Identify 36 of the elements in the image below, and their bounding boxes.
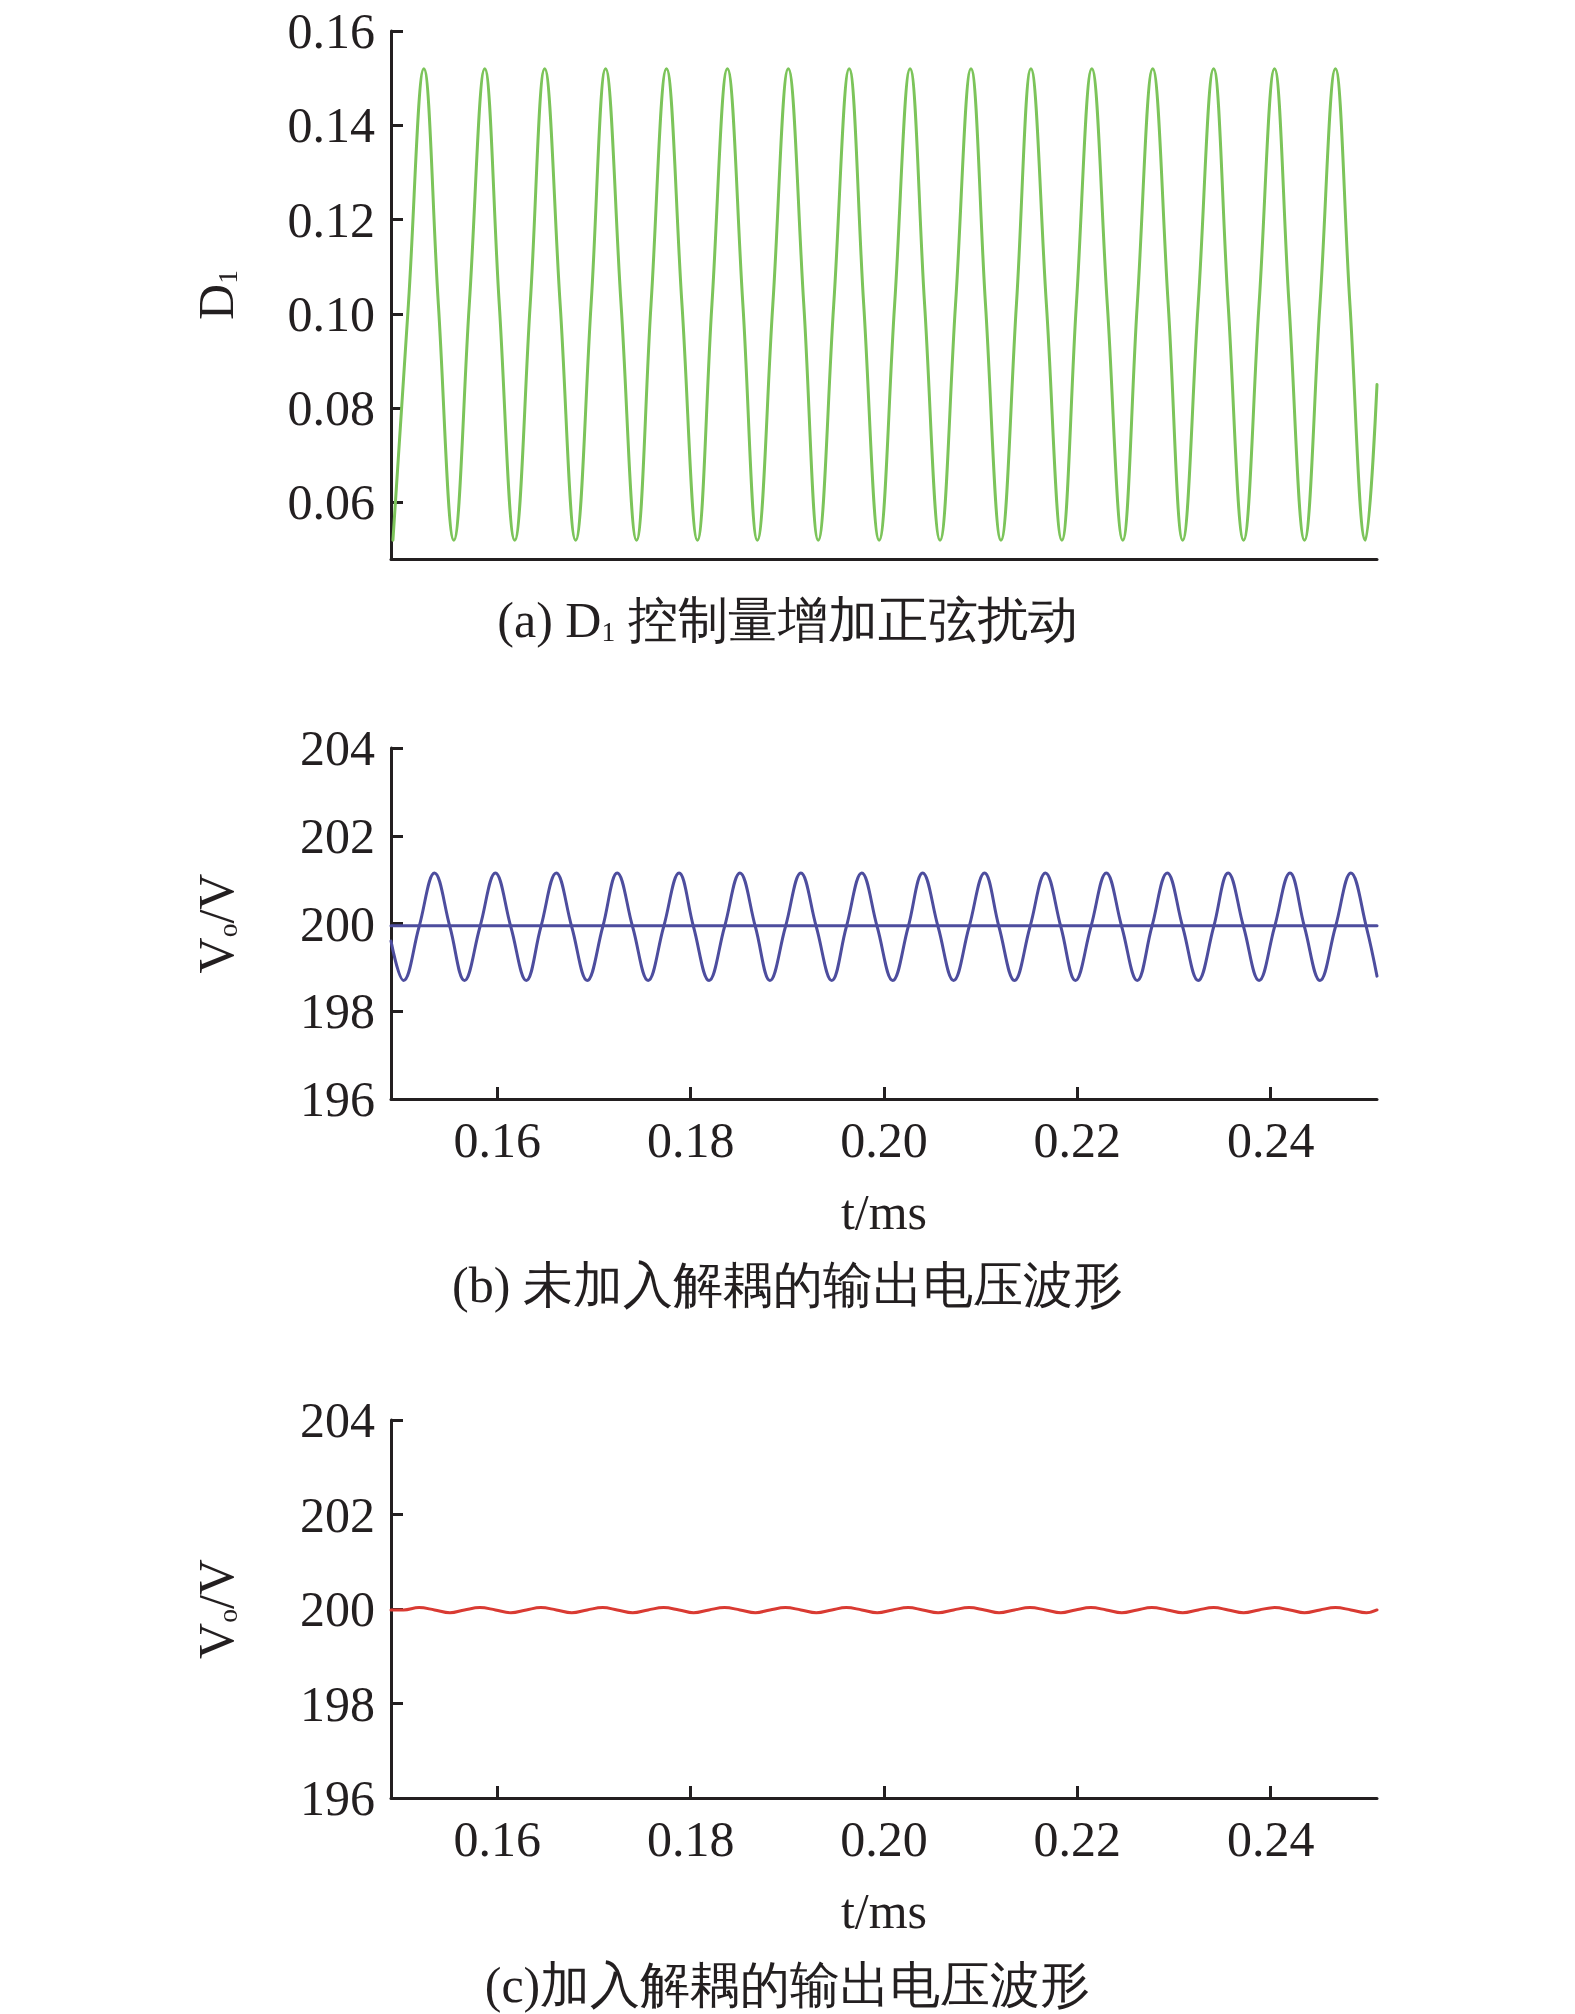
y-tick-label: 198 [300, 1675, 375, 1732]
x-tick-label: 0.22 [1033, 1811, 1122, 1867]
x-tick-label: 0.24 [1226, 1112, 1315, 1168]
line-series [389, 871, 1379, 983]
y-tick-label: 0.08 [287, 380, 375, 437]
y-tick-label: 198 [300, 983, 375, 1040]
text: (a) D1 控制量增加正弦扰动 [497, 592, 1078, 649]
x-tick-label: 0.18 [646, 1112, 735, 1168]
y-tick-label: 204 [300, 1392, 375, 1448]
x-tick-label: 0.24 [1226, 1811, 1315, 1867]
y-tick-label: 0.06 [287, 474, 375, 531]
y-tick-label: 202 [300, 807, 375, 864]
y-tick-label: 0.14 [287, 97, 375, 154]
text: (b) 未加入解耦的输出电压波形 [452, 1257, 1123, 1313]
y-tick-label: 204 [300, 720, 375, 776]
y-tick-label: 196 [300, 1071, 375, 1127]
x-axis-title: t/ms [840, 1883, 928, 1939]
y-axis-title: D1 [187, 270, 244, 320]
x-tick-label: 0.16 [453, 1811, 542, 1867]
y-tick-label: 202 [300, 1486, 375, 1543]
y-axis-title: Vo/V [187, 873, 244, 974]
x-tick-label: 0.20 [840, 1112, 928, 1168]
y-tick-label: 0.12 [287, 191, 375, 248]
line-series [391, 67, 1379, 542]
y-tick-label: 200 [300, 1581, 375, 1637]
y-tick-label: 200 [300, 895, 375, 952]
x-tick-label: 0.22 [1033, 1112, 1122, 1168]
y-tick-label: 196 [300, 1770, 375, 1826]
y-axis-title: Vo/V [187, 1559, 244, 1659]
x-tick-label: 0.16 [453, 1112, 542, 1168]
x-tick-label: 0.20 [840, 1811, 928, 1867]
x-axis-title: t/ms [840, 1184, 928, 1240]
text: (c)加入解耦的输出电压波形 [484, 1957, 1091, 2013]
x-tick-label: 0.18 [646, 1811, 735, 1867]
y-tick-label: 0.16 [287, 3, 375, 59]
y-tick-label: 0.10 [287, 285, 375, 342]
